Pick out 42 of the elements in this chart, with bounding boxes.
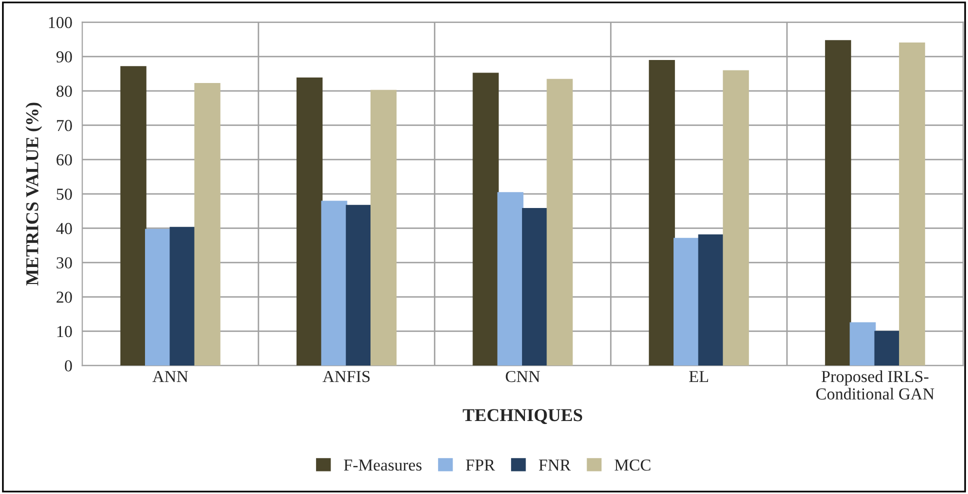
bar — [698, 234, 724, 366]
y-tick-label: 60 — [56, 154, 72, 166]
y-tick-label: 50 — [56, 188, 72, 200]
x-tick-label: EL — [689, 371, 708, 382]
bar — [472, 72, 499, 366]
bar — [346, 204, 372, 366]
x-tick-label: CNN — [506, 370, 540, 382]
x-tick-label: Proposed IRLS- Conditional GAN — [816, 370, 934, 400]
legend-label: F-Measures — [344, 460, 422, 471]
y-tick-label: 70 — [56, 120, 72, 132]
bar — [850, 322, 876, 366]
bar — [194, 82, 220, 366]
bar — [145, 228, 172, 366]
y-axis-title: METRICS VALUE (%) — [26, 102, 42, 286]
bar — [722, 70, 749, 366]
bar — [120, 66, 146, 366]
y-tick-label: 40 — [56, 222, 72, 234]
y-tick-label: 0 — [64, 360, 72, 372]
bar — [296, 78, 323, 366]
x-tick-label: ANN — [152, 370, 188, 382]
bar — [370, 90, 397, 366]
legend-label: FPR — [466, 460, 496, 471]
legend-label: FNR — [538, 460, 571, 471]
bar — [497, 192, 524, 366]
bar — [825, 40, 852, 366]
y-tick-label: 100 — [49, 16, 72, 28]
bar — [522, 208, 548, 366]
y-tick-label: 90 — [56, 51, 72, 63]
bar — [170, 226, 196, 366]
y-tick-label: 20 — [56, 292, 72, 303]
bar — [899, 42, 926, 366]
bar — [674, 238, 700, 366]
y-tick-label: 80 — [56, 86, 72, 97]
bar — [648, 60, 675, 366]
x-axis-title: TECHNIQUES — [462, 409, 582, 424]
bar — [321, 200, 348, 366]
bar — [546, 78, 573, 366]
bar — [874, 330, 900, 366]
y-tick-label: 30 — [56, 257, 72, 269]
y-tick-label: 10 — [57, 326, 72, 338]
legend-label: MCC — [614, 459, 650, 471]
x-tick-label: ANFIS — [322, 370, 370, 382]
